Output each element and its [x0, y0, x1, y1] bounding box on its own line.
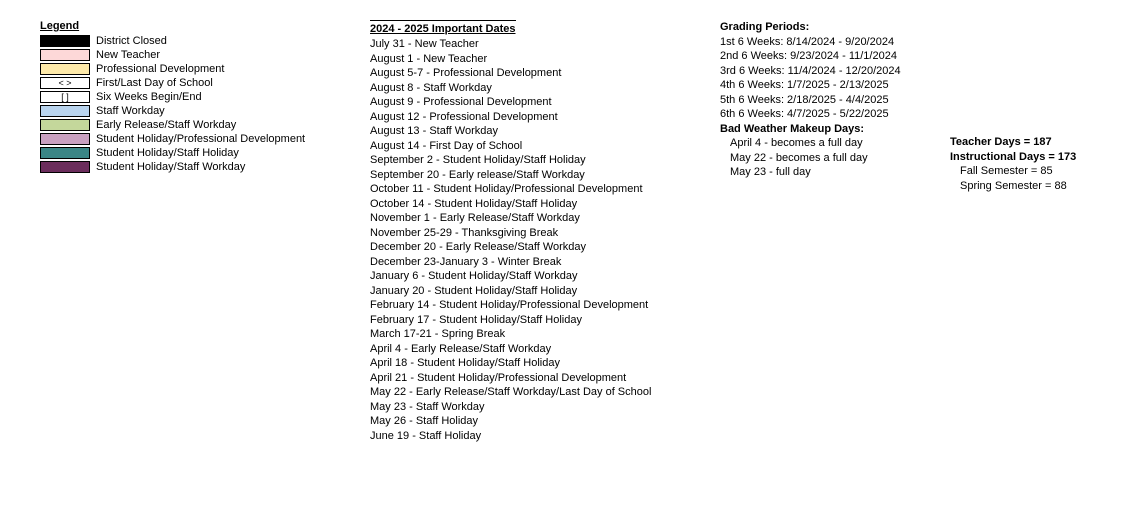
important-date-line: November 1 - Early Release/Staff Workday — [370, 211, 690, 226]
legend-swatch — [40, 35, 90, 47]
important-date-line: June 19 - Staff Holiday — [370, 429, 690, 444]
legend-swatch — [40, 49, 90, 61]
important-date-line: March 17-21 - Spring Break — [370, 327, 690, 342]
important-date-line: August 1 - New Teacher — [370, 52, 690, 67]
important-date-line: February 17 - Student Holiday/Staff Holi… — [370, 313, 690, 328]
legend-row: Student Holiday/Staff Holiday — [40, 146, 340, 160]
important-date-line: August 8 - Staff Workday — [370, 81, 690, 96]
important-date-line: October 11 - Student Holiday/Professiona… — [370, 182, 690, 197]
important-dates-header: 2024 - 2025 Important Dates — [370, 20, 516, 35]
legend-swatch — [40, 147, 90, 159]
grading-period-line: 2nd 6 Weeks: 9/23/2024 - 11/1/2024 — [720, 49, 920, 64]
legend-swatch — [40, 119, 90, 131]
grading-periods-list: 1st 6 Weeks: 8/14/2024 - 9/20/20242nd 6 … — [720, 35, 920, 122]
legend-row: New Teacher — [40, 48, 340, 62]
important-date-line: November 25-29 - Thanksgiving Break — [370, 226, 690, 241]
grading-period-line: 5th 6 Weeks: 2/18/2025 - 4/4/2025 — [720, 93, 920, 108]
teacher-days: Teacher Days = 187 — [950, 135, 1120, 150]
legend-label: Student Holiday/Professional Development — [96, 132, 305, 146]
legend-swatch — [40, 105, 90, 117]
bad-weather-list: April 4 - becomes a full dayMay 22 - bec… — [720, 136, 920, 180]
important-date-line: August 14 - First Day of School — [370, 139, 690, 154]
bad-weather-line: May 22 - becomes a full day — [720, 151, 920, 166]
legend-row: Early Release/Staff Workday — [40, 118, 340, 132]
legend-label: Student Holiday/Staff Workday — [96, 160, 245, 174]
legend-list: District ClosedNew TeacherProfessional D… — [40, 34, 340, 174]
important-date-line: April 4 - Early Release/Staff Workday — [370, 342, 690, 357]
legend-row: Professional Development — [40, 62, 340, 76]
legend-swatch — [40, 161, 90, 173]
spring-semester: Spring Semester = 88 — [950, 179, 1120, 194]
important-date-line: September 2 - Student Holiday/Staff Holi… — [370, 153, 690, 168]
bad-weather-line: May 23 - full day — [720, 165, 920, 180]
legend-row: Student Holiday/Professional Development — [40, 132, 340, 146]
fall-semester: Fall Semester = 85 — [950, 164, 1120, 179]
important-date-line: January 6 - Student Holiday/Staff Workda… — [370, 269, 690, 284]
legend-label: Staff Workday — [96, 104, 165, 118]
important-date-line: May 26 - Staff Holiday — [370, 414, 690, 429]
important-dates-column: 2024 - 2025 Important Dates July 31 - Ne… — [370, 20, 690, 443]
important-date-line: April 18 - Student Holiday/Staff Holiday — [370, 356, 690, 371]
legend-column: Legend District ClosedNew TeacherProfess… — [40, 20, 340, 174]
legend-label: Six Weeks Begin/End — [96, 90, 202, 104]
legend-label: Early Release/Staff Workday — [96, 118, 236, 132]
bad-weather-header: Bad Weather Makeup Days: — [720, 122, 920, 137]
bad-weather-line: April 4 - becomes a full day — [720, 136, 920, 151]
legend-label: Professional Development — [96, 62, 224, 76]
grading-period-line: 1st 6 Weeks: 8/14/2024 - 9/20/2024 — [720, 35, 920, 50]
important-date-line: April 21 - Student Holiday/Professional … — [370, 371, 690, 386]
grading-period-line: 4th 6 Weeks: 1/7/2025 - 2/13/2025 — [720, 78, 920, 93]
important-date-line: August 13 - Staff Workday — [370, 124, 690, 139]
legend-swatch — [40, 133, 90, 145]
important-date-line: May 23 - Staff Workday — [370, 400, 690, 415]
legend-row: Student Holiday/Staff Workday — [40, 160, 340, 174]
important-date-line: August 12 - Professional Development — [370, 110, 690, 125]
legend-label: First/Last Day of School — [96, 76, 213, 90]
grading-column: Grading Periods: 1st 6 Weeks: 8/14/2024 … — [720, 20, 920, 180]
legend-row: [ ] Six Weeks Begin/End — [40, 90, 340, 104]
right-columns: Grading Periods: 1st 6 Weeks: 8/14/2024 … — [720, 20, 1120, 193]
important-date-line: December 23-January 3 - Winter Break — [370, 255, 690, 270]
legend-row: < > First/Last Day of School — [40, 76, 340, 90]
important-date-line: December 20 - Early Release/Staff Workda… — [370, 240, 690, 255]
important-date-line: May 22 - Early Release/Staff Workday/Las… — [370, 385, 690, 400]
important-date-line: October 14 - Student Holiday/Staff Holid… — [370, 197, 690, 212]
legend-swatch: [ ] — [40, 91, 90, 103]
legend-swatch: < > — [40, 77, 90, 89]
legend-label: New Teacher — [96, 48, 160, 62]
important-date-line: January 20 - Student Holiday/Staff Holid… — [370, 284, 690, 299]
grading-period-line: 6th 6 Weeks: 4/7/2025 - 5/22/2025 — [720, 107, 920, 122]
important-date-line: August 9 - Professional Development — [370, 95, 690, 110]
legend-label: District Closed — [96, 34, 167, 48]
instructional-days: Instructional Days = 173 — [950, 150, 1120, 165]
grading-period-line: 3rd 6 Weeks: 11/4/2024 - 12/20/2024 — [720, 64, 920, 79]
important-date-line: September 20 - Early release/Staff Workd… — [370, 168, 690, 183]
legend-label: Student Holiday/Staff Holiday — [96, 146, 239, 160]
legend-row: Staff Workday — [40, 104, 340, 118]
legend-swatch — [40, 63, 90, 75]
page-container: Legend District ClosedNew TeacherProfess… — [40, 20, 1081, 443]
summary-column: Teacher Days = 187 Instructional Days = … — [950, 135, 1120, 193]
grading-periods-header: Grading Periods: — [720, 20, 920, 35]
important-date-line: August 5-7 - Professional Development — [370, 66, 690, 81]
legend-header: Legend — [40, 20, 340, 32]
important-date-line: July 31 - New Teacher — [370, 37, 690, 52]
important-dates-list: July 31 - New TeacherAugust 1 - New Teac… — [370, 37, 690, 443]
legend-row: District Closed — [40, 34, 340, 48]
important-date-line: February 14 - Student Holiday/Profession… — [370, 298, 690, 313]
